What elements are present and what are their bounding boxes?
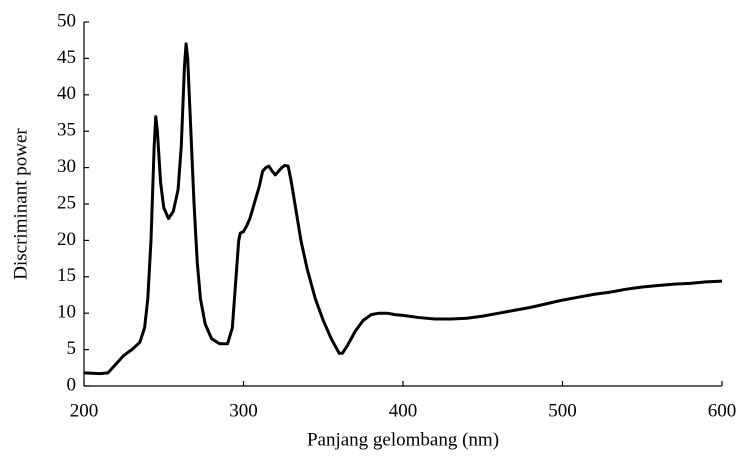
y-tick-label: 15	[57, 265, 76, 286]
y-tick-label: 10	[57, 302, 76, 323]
y-tick-label: 5	[67, 338, 77, 359]
y-tick-label: 45	[57, 47, 76, 68]
data-line	[83, 42, 723, 376]
y-tick-label: 50	[57, 10, 76, 31]
y-axis-label: Discriminant power	[10, 128, 31, 280]
x-tick-label: 600	[708, 400, 737, 421]
y-tick-label: 0	[67, 374, 77, 395]
x-tick-label: 500	[548, 400, 577, 421]
x-tick-label: 400	[389, 400, 418, 421]
y-tick-label: 20	[57, 229, 76, 250]
y-tick-label: 30	[57, 156, 76, 177]
x-tick-label: 300	[229, 400, 258, 421]
x-tick-label: 200	[70, 400, 99, 421]
y-tick-label: 25	[57, 192, 76, 213]
x-axis-label: Panjang gelombang (nm)	[307, 429, 499, 450]
y-tick-label: 35	[57, 120, 76, 141]
y-tick-label: 40	[57, 83, 76, 104]
